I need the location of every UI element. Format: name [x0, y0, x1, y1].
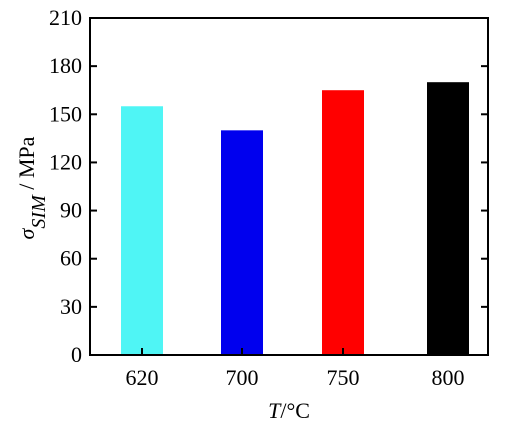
bar-750	[322, 90, 364, 355]
bar-620	[121, 106, 163, 355]
x-tick-label-800: 800	[432, 365, 465, 390]
x-tick-label-700: 700	[226, 365, 259, 390]
x-axis: 620 700 750 800	[126, 348, 465, 390]
bar-800	[427, 82, 469, 355]
y-tick-label-210: 210	[49, 5, 82, 30]
x-axis-label-symbol: T	[268, 398, 282, 423]
y-axis-label-unit: / MPa	[14, 136, 39, 195]
y-tick-label-180: 180	[49, 53, 82, 78]
bar-700	[221, 130, 263, 355]
y-axis: 0 30 60 90 120 150 180 210	[49, 5, 488, 367]
y-tick-label-0: 0	[71, 342, 82, 367]
bars-group	[121, 82, 469, 355]
y-axis-label-symbol: σ	[14, 227, 39, 239]
y-tick-label-150: 150	[49, 101, 82, 126]
plot-frame	[89, 17, 489, 356]
y-axis-label: σSIM / MPa	[14, 136, 50, 239]
y-axis-label-subscript: SIM	[28, 194, 50, 229]
y-tick-label-60: 60	[60, 246, 82, 271]
x-axis-label: T/°C	[268, 398, 310, 423]
y-tick-label-90: 90	[60, 198, 82, 223]
x-axis-label-unit: /°C	[280, 398, 310, 423]
y-tick-label-30: 30	[60, 294, 82, 319]
y-tick-label-120: 120	[49, 149, 82, 174]
x-tick-label-620: 620	[126, 365, 159, 390]
x-tick-label-750: 750	[327, 365, 360, 390]
